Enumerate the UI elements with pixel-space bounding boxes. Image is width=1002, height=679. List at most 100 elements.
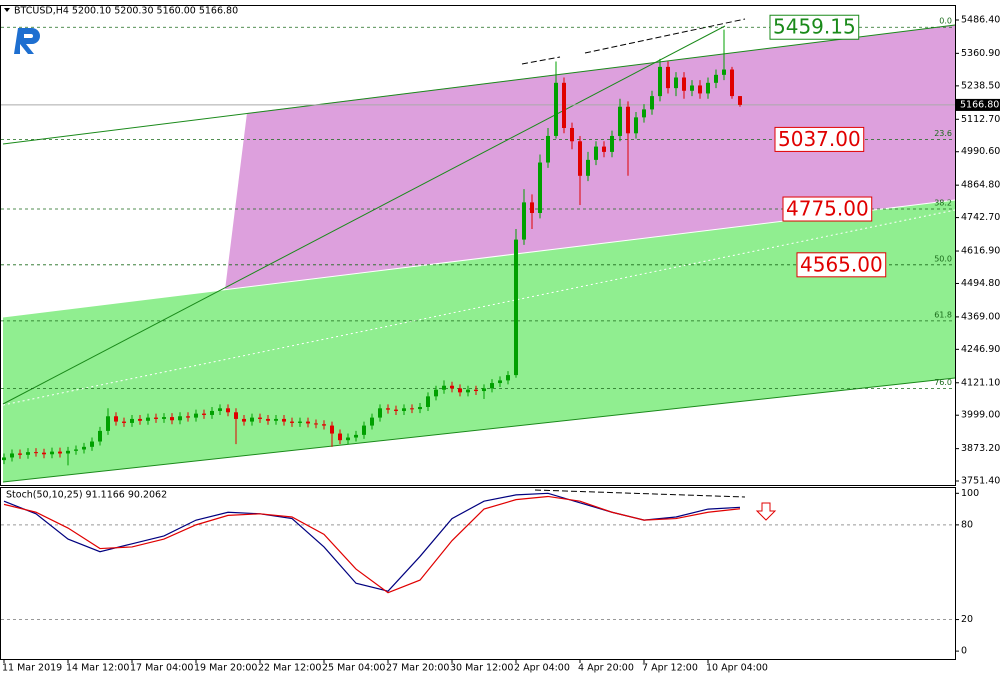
candle-body	[194, 413, 198, 418]
y-tick-label: 4121.10	[961, 377, 1000, 388]
candle-body	[426, 396, 430, 407]
candle-body	[634, 117, 638, 134]
candle-body	[98, 430, 102, 442]
price-label: 5459.15	[773, 15, 856, 39]
candle-body	[338, 433, 342, 441]
y-tick-label: 4369.00	[961, 311, 1000, 322]
candle-body	[506, 375, 510, 381]
y-tick-label: 0	[961, 646, 967, 657]
divergence-line	[584, 18, 746, 54]
y-tick-label: 3873.20	[961, 443, 1000, 454]
y-tick-label: 5112.70	[961, 114, 1000, 125]
candle-body	[450, 385, 454, 389]
price-label-box	[796, 252, 887, 278]
x-tick-label: 2 Apr 04:00	[514, 663, 570, 674]
candle-body	[154, 417, 158, 419]
channels	[2, 18, 956, 521]
candle-body	[66, 450, 70, 454]
candle-body	[146, 417, 150, 421]
fib-label: 0.0	[939, 17, 952, 26]
y-tick-label: 3999.00	[961, 410, 1000, 421]
candle-body	[562, 82, 566, 128]
candle-body	[434, 389, 438, 397]
candle-body	[714, 74, 718, 83]
candle-body	[74, 449, 78, 451]
candle-body	[42, 452, 46, 455]
last-price-box	[956, 98, 1000, 111]
candle-body	[658, 66, 662, 97]
y-tick-label: 4742.70	[961, 212, 1000, 223]
candle-body	[602, 146, 606, 152]
candle-body	[514, 239, 518, 376]
candle-body	[2, 457, 6, 461]
candle-body	[730, 69, 734, 97]
candle-body	[442, 385, 446, 390]
channel-center	[2, 209, 956, 406]
candle-body	[138, 418, 142, 421]
pane-marker	[4, 8, 10, 12]
candle-body	[330, 425, 334, 434]
x-tick-label: 11 Mar 2019	[2, 663, 62, 674]
x-tick-label: 17 Mar 04:00	[130, 663, 193, 674]
trend-line	[2, 25, 726, 405]
candle-body	[34, 452, 38, 454]
candle-body	[130, 418, 134, 423]
y-tick-label: 4246.90	[961, 344, 1000, 355]
divergence-line	[521, 56, 561, 65]
candle-body	[586, 159, 590, 176]
price-label: 4775.00	[786, 197, 869, 221]
divergence-line	[534, 489, 746, 498]
fib-label: 23.6	[934, 129, 952, 138]
candle-body	[410, 408, 414, 410]
candle-body	[402, 408, 406, 411]
channel-edge	[2, 377, 956, 483]
main-pane	[0, 5, 956, 486]
candle-body	[314, 423, 318, 425]
candle-body	[274, 418, 278, 421]
candle-body	[706, 82, 710, 94]
x-tick-label: 10 Apr 04:00	[706, 663, 768, 674]
candle-body	[538, 162, 542, 214]
candle-body	[530, 202, 534, 214]
candle-body	[610, 135, 614, 152]
candle-body	[458, 388, 462, 393]
y-tick-label: 20	[961, 614, 973, 625]
candle-body	[234, 412, 238, 419]
price-label-box	[782, 196, 873, 222]
candle-body	[266, 418, 270, 421]
candle-body	[362, 425, 366, 435]
channel-edge	[2, 24, 956, 145]
y-tick-label: 4990.60	[961, 146, 1000, 157]
candle-body	[618, 106, 622, 136]
candle-body	[594, 146, 598, 160]
candle-body	[282, 418, 286, 422]
candle-body	[642, 109, 646, 118]
y-tick-label: 5486.40	[961, 14, 1000, 25]
x-tick-label: 14 Mar 12:00	[66, 663, 129, 674]
price-label: 5037.00	[778, 127, 861, 151]
candle-body	[210, 410, 214, 415]
candle-body	[474, 389, 478, 392]
stoch-line	[3, 495, 741, 594]
candle-body	[90, 441, 94, 447]
candle-body	[354, 434, 358, 438]
candle-body	[50, 451, 54, 455]
price-label: 4565.00	[800, 252, 883, 276]
x-tick-label: 19 Mar 20:00	[194, 663, 257, 674]
candle-body	[522, 202, 526, 240]
candle-body	[26, 452, 30, 455]
y-tick-label: 5238.50	[961, 80, 1000, 91]
candle-body	[186, 416, 190, 418]
y-tick-label: 4616.90	[961, 246, 1000, 257]
candle-body	[674, 77, 678, 89]
stoch-title: Stoch(50,10,25) 91.1166 90.2062	[6, 490, 167, 501]
x-tick-label: 4 Apr 20:00	[578, 663, 634, 674]
logo-mark	[14, 28, 40, 54]
candle-body	[626, 106, 630, 134]
candle-body	[178, 416, 182, 421]
candle-body	[322, 424, 326, 426]
candle-body	[482, 388, 486, 392]
candle-body	[386, 408, 390, 410]
candle-body	[466, 389, 470, 393]
